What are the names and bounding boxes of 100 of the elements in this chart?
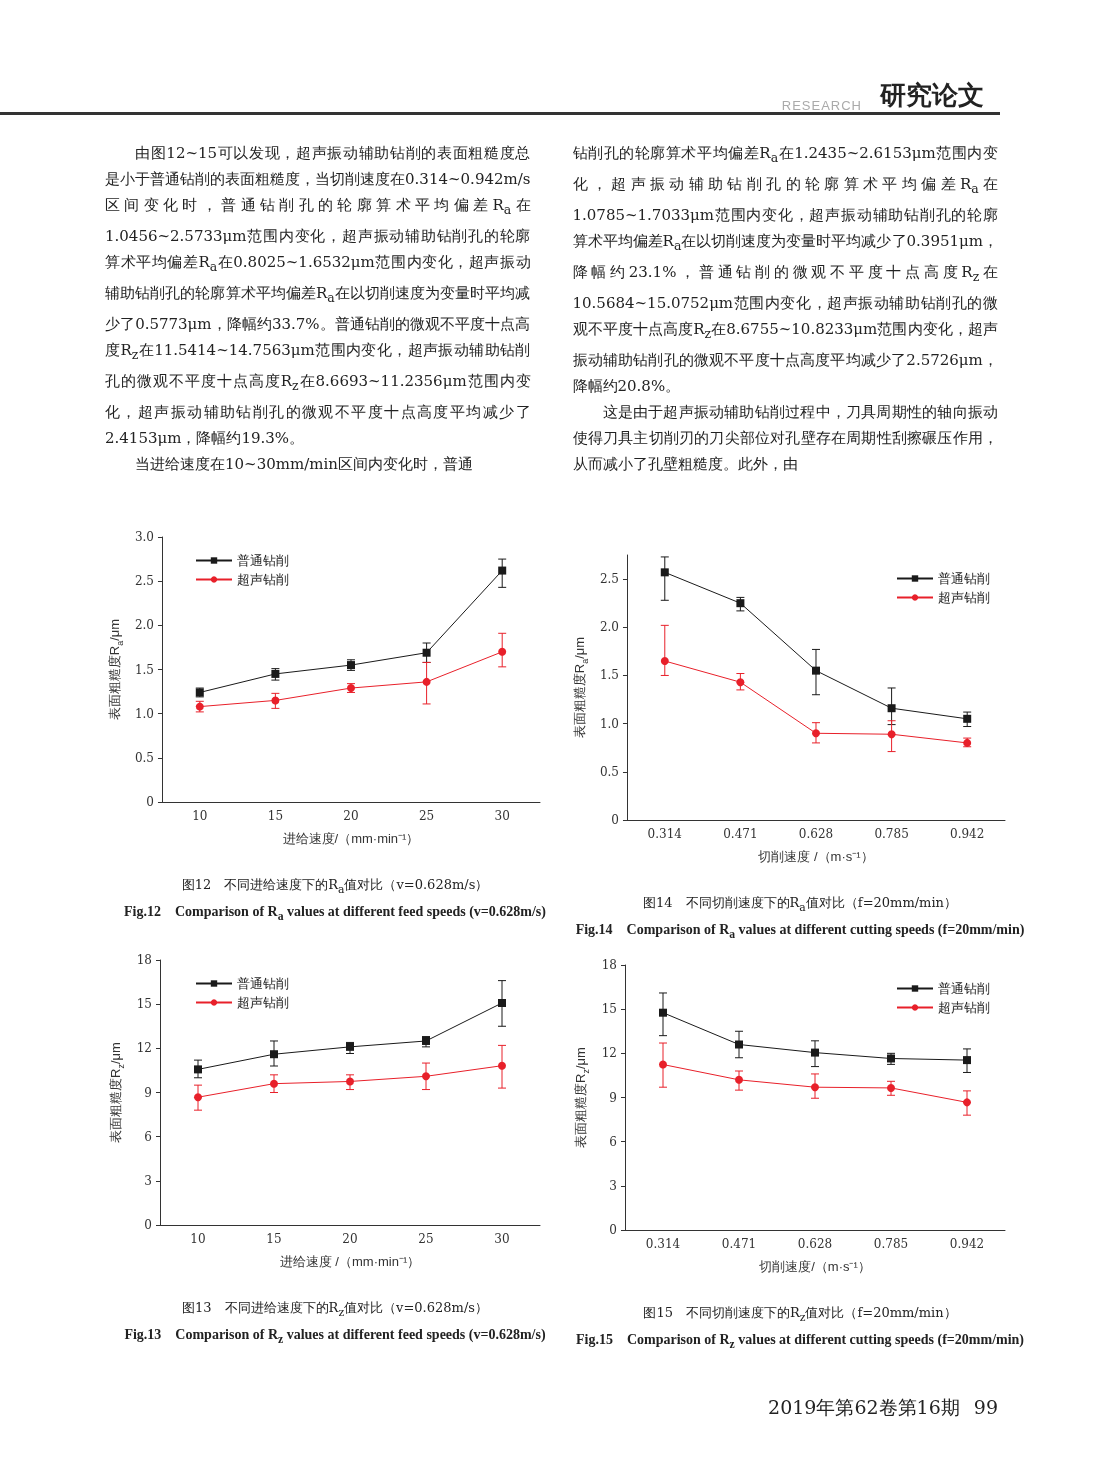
legend-label: 超声钻削 bbox=[237, 572, 289, 587]
text: Fig.15 Comparison of R$_{z}$ values at different cutting speeds (f=20mm/min) bbox=[574, 1330, 1026, 1353]
point bbox=[271, 696, 280, 705]
text: 2019年第62卷第16期 bbox=[768, 1396, 960, 1418]
legend-label: 超声钻削 bbox=[938, 1000, 990, 1015]
y-tick-label: 2.0 bbox=[134, 618, 154, 633]
x-tick-label: 30 bbox=[494, 1232, 510, 1246]
y-tick-label: 0 bbox=[146, 795, 154, 809]
point bbox=[498, 1061, 506, 1070]
point bbox=[498, 998, 506, 1007]
y-tick-label: 6 bbox=[609, 1134, 617, 1149]
point bbox=[498, 647, 507, 656]
x-tick-label: 0.785 bbox=[873, 1237, 909, 1251]
x-tick-label: 0.942 bbox=[949, 1237, 985, 1251]
x-tick-label: 30 bbox=[494, 809, 510, 823]
text: Fig.13 Comparison of R$_{z}$ values at different feed speeds (v=0.628m/s) bbox=[123, 1325, 547, 1348]
point bbox=[422, 648, 431, 657]
y-axis-title: 表面粗糙度Rz/μm bbox=[573, 1047, 591, 1148]
x-tick-label: 15 bbox=[266, 1232, 282, 1246]
point bbox=[194, 1093, 202, 1102]
x-tick-label: 0.314 bbox=[647, 827, 683, 841]
y-tick-label: 15 bbox=[136, 997, 152, 1012]
x-axis-title: 切削速度 /（m·s⁻¹） bbox=[758, 849, 874, 864]
point bbox=[660, 568, 669, 577]
point bbox=[812, 729, 820, 738]
y-tick-label: 18 bbox=[601, 958, 617, 972]
point bbox=[735, 1075, 743, 1084]
y-tick-label: 15 bbox=[601, 1002, 617, 1017]
y-tick-label: 2.5 bbox=[134, 574, 154, 589]
y-axis-title: 表面粗糙度Ra/μm bbox=[572, 636, 590, 739]
point bbox=[963, 1056, 971, 1065]
text: 由图12~15可以发现，超声振动辅助钻削的表面粗糙度总是小于普通钻削的表面粗糙度，当切削速度在0.314~0.942m/s区间变化时，普通钻削孔的轮廓算术平均偏差R$_{a}$在1.0456~2.5733μm范围内变化，超声振动辅助钻削孔的轮廓算术平均偏差R$_{a}$在0.8025~1.6532μm范围内变化，超声振动辅助钻削孔的轮廓算术平均偏差R$_{a}$在以切削速度为变量时平均减少了0.5773μm，降幅约33.7%。普通钻削的微观不平度十点高度R$_{z}$在11.5414~14.7563μm范围内变化，超声振动辅助钻削孔的微观不平度十点高度R$_{z}$在8.6693~11.2356μm范围内变化，超声振动辅助钻削孔的微观不平度十点高度平均减少了2.4153μm，降幅约19.3%。 bbox=[105, 144, 531, 447]
text: Fig.14 Comparison of R$_{a}$ values at different cutting speeds (f=20mm/min) bbox=[574, 920, 1026, 943]
point bbox=[887, 1083, 895, 1092]
y-tick-label: 3 bbox=[609, 1178, 617, 1193]
legend-label: 普通钻削 bbox=[938, 981, 990, 996]
y-tick-label: 0 bbox=[144, 1218, 152, 1232]
point bbox=[736, 678, 745, 687]
y-tick-label: 3 bbox=[144, 1173, 152, 1188]
x-tick-label: 0.942 bbox=[950, 827, 985, 841]
point bbox=[422, 1072, 430, 1081]
text: Fig.12 Comparison of R$_{a}$ values at different feed speeds (v=0.628m/s) bbox=[123, 902, 547, 925]
point bbox=[963, 1098, 971, 1107]
y-tick-label: 0.5 bbox=[134, 750, 154, 765]
x-tick-label: 0.785 bbox=[874, 827, 909, 841]
point bbox=[811, 666, 820, 675]
point bbox=[735, 1040, 743, 1049]
y-tick-label: 1.0 bbox=[134, 706, 154, 721]
point bbox=[963, 714, 972, 723]
point bbox=[194, 1065, 202, 1074]
y-tick-label: 1.5 bbox=[134, 662, 154, 677]
y-tick-label: 12 bbox=[136, 1041, 152, 1056]
y-axis-title: 表面粗糙度Rz/μm bbox=[108, 1042, 126, 1143]
y-axis-title: 表面粗糙度Ra/μm bbox=[107, 618, 125, 721]
text: 图15 不同切削速度下的R$_{z}$值对比（f=20mm/min） bbox=[642, 1304, 958, 1326]
x-tick-label: 0.471 bbox=[723, 827, 758, 841]
x-tick-label: 20 bbox=[342, 1232, 358, 1246]
x-tick-label: 0.628 bbox=[797, 1237, 833, 1251]
y-tick-label: 0 bbox=[609, 1223, 617, 1237]
point bbox=[887, 730, 896, 739]
point bbox=[811, 1048, 819, 1057]
legend-label: 普通钻削 bbox=[237, 976, 289, 991]
point bbox=[736, 599, 745, 608]
point bbox=[422, 677, 431, 686]
x-axis-title: 进给速度 /（mm·min⁻¹） bbox=[279, 1254, 421, 1269]
x-tick-label: 0.314 bbox=[645, 1237, 681, 1251]
x-tick-label: 15 bbox=[267, 809, 284, 823]
y-tick-label: 9 bbox=[609, 1090, 617, 1105]
x-axis-title: 切削速度/（m·s⁻¹） bbox=[759, 1259, 871, 1274]
y-tick-label: 3.0 bbox=[134, 530, 154, 544]
text: 当进给速度在10~30mm/min区间内变化时，普通 bbox=[134, 454, 474, 475]
point bbox=[659, 1060, 667, 1069]
x-tick-label: 10 bbox=[190, 1232, 206, 1246]
y-tick-label: 2.0 bbox=[599, 620, 619, 635]
point bbox=[498, 566, 507, 575]
y-tick-label: 0.5 bbox=[599, 764, 619, 779]
point bbox=[811, 1083, 819, 1092]
x-tick-label: 25 bbox=[418, 1232, 434, 1246]
x-tick-label: 20 bbox=[343, 809, 359, 823]
x-tick-label: 0.471 bbox=[721, 1237, 757, 1251]
x-tick-label: 0.628 bbox=[798, 827, 834, 841]
y-tick-label: 6 bbox=[144, 1129, 152, 1144]
point bbox=[660, 657, 669, 665]
text: 钻削孔的轮廓算术平均偏差R$_{a}$在1.2435~2.6153μm范围内变化，超声振动辅助钻削孔的轮廓算术平均偏差R$_{a}$在1.0785~1.7033μm范围内变化，超声振动辅助钻削孔的轮廓算术平均偏差R$_{a}$在以切削速度为变量时平均减少了0.3951μm，降幅约23.1%，普通钻削的微观不平度十点高度R$_{z}$在10.5684~15.0752μm范围内变化，超声振动辅助钻削孔的微观不平度十点高度R$_{z}$在8.6755~10.8233μm范围内变化，超声振动辅助钻削孔的微观不平度十点高度平均减少了2.5726μm，降幅约20.8%。 bbox=[572, 144, 999, 395]
legend-label: 普通钻削 bbox=[237, 553, 289, 568]
x-tick-label: 25 bbox=[418, 809, 435, 823]
point bbox=[346, 1077, 354, 1086]
text: 99 bbox=[973, 1396, 998, 1418]
legend-label: 超声钻削 bbox=[237, 995, 289, 1010]
point bbox=[270, 1050, 278, 1059]
y-tick-label: 1.0 bbox=[599, 716, 619, 731]
y-tick-label: 12 bbox=[601, 1046, 617, 1061]
x-axis-title: 进给速度/（mm·min⁻¹） bbox=[282, 831, 420, 846]
legend-label: 超声钻削 bbox=[938, 590, 990, 605]
y-tick-label: 2.5 bbox=[599, 572, 619, 587]
legend-label: 普通钻削 bbox=[938, 571, 990, 586]
point bbox=[270, 1079, 278, 1088]
text: 图13 不同进给速度下的R$_{z}$值对比（v=0.628m/s） bbox=[181, 1299, 489, 1321]
text: 这是由于超声振动辅助钻削过程中，刀具周期性的轴向振动使得刀具主切削刃的刀尖部位对孔壁存在周期性刮擦碾压作用，从而减小了孔壁粗糙度。此外，由 bbox=[572, 402, 998, 475]
text: 图12 不同进给速度下的R$_{a}$值对比（v=0.628m/s） bbox=[180, 876, 490, 898]
